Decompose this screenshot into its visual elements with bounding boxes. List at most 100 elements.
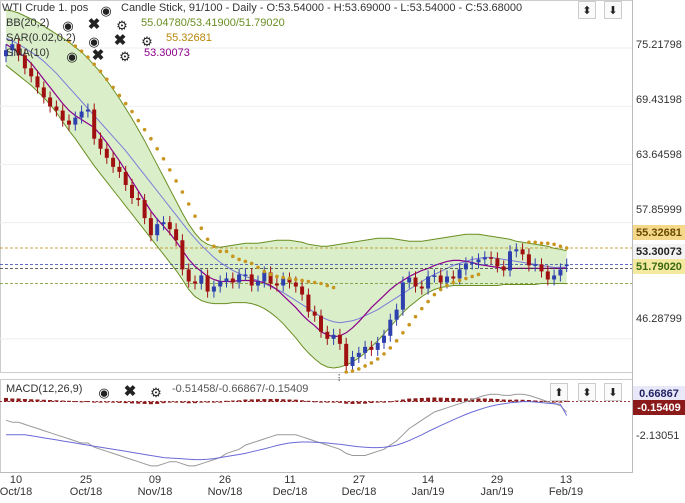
sar-dot [527,240,531,245]
bb-middle-line [5,37,567,324]
x-axis-label: 25 Oct/18 [69,474,103,498]
macd-histogram-bar [413,398,418,402]
macd-histogram-bar [73,401,78,403]
sar-dot [111,85,115,90]
macd-histogram-bar [148,401,153,405]
sar-dot [67,39,71,43]
candle-body [419,286,424,289]
y-axis-label: 57.85999 [636,204,682,216]
gear-icon[interactable]: ⚙ [116,17,128,33]
candle-body [167,222,172,230]
expand-icon[interactable]: ⬍ [578,383,596,401]
eye-icon[interactable]: ◉ [98,384,110,400]
candle-body [312,311,317,316]
bb-lower-price-badge: 51.79020 [633,259,685,274]
macd-histogram-bar [363,401,368,404]
sar-dot [457,278,462,283]
macd-histogram-bar [476,398,481,402]
sar-dot [287,276,292,281]
macd-histogram-bar [306,400,311,402]
candle-body [60,110,65,121]
move-up-icon[interactable]: ⬆ [550,383,568,401]
x-axis-label: 09 Nov/18 [137,474,173,498]
sar-dot [243,259,248,264]
gear-icon[interactable]: ⚙ [141,33,153,49]
sar-dot [363,364,367,368]
close-icon[interactable]: ✖ [91,46,105,64]
sar-dot [186,202,191,206]
eye-icon[interactable]: ◉ [66,48,78,64]
close-icon[interactable]: ✖ [113,31,127,49]
candle-body [67,120,71,125]
candle-body [300,286,305,295]
macd-histogram-bar [60,400,65,402]
candle-body [211,286,216,292]
sar-dot [552,242,556,247]
gear-icon[interactable]: ⚙ [119,48,131,64]
sar-dot [432,292,437,297]
sar-dot [205,237,210,242]
candle-body [180,240,185,270]
eye-icon[interactable]: ◉ [88,33,100,49]
close-icon[interactable]: ✖ [87,15,101,33]
candle-body [243,274,248,276]
candle-body [117,166,122,172]
sar-dot [117,93,122,98]
y-axis-label: 75.21798 [636,39,682,51]
sar-price-badge: 55.32681 [633,225,685,240]
candle-body [16,44,21,56]
candle-body [287,278,292,283]
pane-splitter-handle[interactable]: ⠇ [337,374,345,385]
candle-body [237,274,242,283]
macd-histogram-bar [394,400,399,402]
sar-dot [350,369,355,373]
close-icon[interactable]: ✖ [123,382,137,400]
macd-histogram-bar [167,401,172,403]
macd-histogram-bar [130,401,134,404]
candle-body [22,55,27,69]
candle-body [489,257,494,259]
chart-grid [0,0,633,473]
sar-dot [130,109,134,114]
macd-histogram-bar [337,401,342,403]
eye-icon[interactable]: ◉ [62,17,74,33]
macd-line [5,393,568,467]
candle-body [445,276,449,283]
eye-icon[interactable]: ◉ [100,2,112,18]
candle-body [476,259,481,263]
move-down-icon[interactable]: ⬇ [604,383,622,401]
move-down-icon[interactable]: ⬇ [604,1,622,19]
candle-body [394,309,399,320]
macd-histogram-bar [489,398,494,402]
sar-dot [174,179,178,183]
sar-dot [237,257,241,262]
macd-histogram-bar [344,401,349,404]
sar-dot [300,278,304,283]
indicator-sma-label: SMA(10) [6,47,50,59]
macd-histogram-bar [520,399,525,402]
chart-info: Candle Stick, 91/100 - Daily - O:53.5400… [121,2,523,14]
macd-histogram-bar [237,400,242,402]
bb-lower-line [5,64,567,369]
expand-icon[interactable]: ⬍ [578,1,596,19]
candle-body [388,319,393,336]
sar-dot [123,101,128,106]
candle-body [400,282,405,310]
gear-icon[interactable]: ⚙ [150,384,162,400]
macd-histogram-bar [92,401,97,403]
macd-histogram-bar [287,399,292,402]
candle-body [552,275,557,280]
candle-body [155,224,160,236]
candle-body [369,346,374,350]
candle-body [205,275,210,292]
macd-histogram-bar [224,400,229,402]
candle-body [148,218,153,236]
candle-body [470,262,475,264]
macd-histogram-bar [501,399,506,402]
sar-dot [212,244,216,249]
macd-histogram-bar [16,398,21,402]
candle-body [375,342,380,350]
macd-histogram-bar [117,401,122,403]
sar-dot [344,370,349,374]
